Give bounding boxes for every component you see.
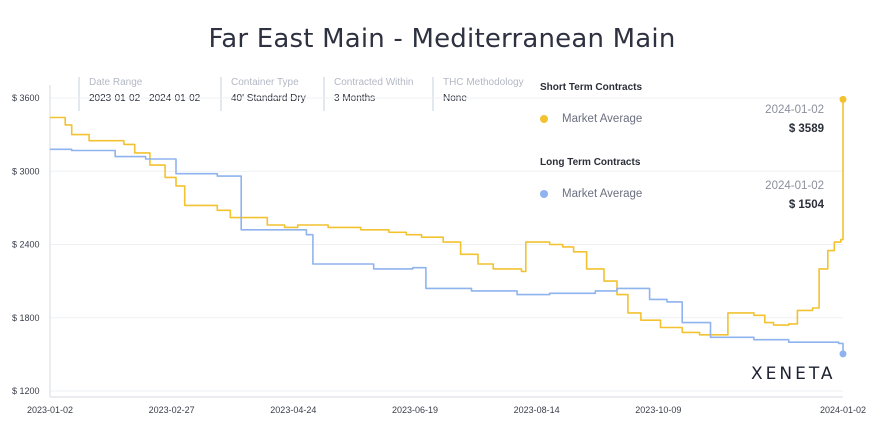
x-axis: 2023-01-02 2023-02-27 2023-04-24 2023-06-19…: [27, 85, 866, 415]
x-tick-label: 2023-10-09: [635, 405, 681, 415]
y-tick-label: $ 2400: [12, 240, 40, 250]
series-group: [50, 95, 847, 358]
short-term-end-point[interactable]: [839, 95, 847, 103]
x-tick-label: 2023-01-02: [27, 405, 73, 415]
y-tick-label: $ 1800: [12, 313, 40, 323]
legend-long-term-heading: Long Term Contracts: [540, 157, 641, 168]
grid: [50, 97, 843, 392]
filter-label: Date Range: [89, 77, 143, 88]
filter-label: Contracted Within: [334, 77, 414, 88]
long-term-dot-icon: [540, 190, 548, 198]
legend-item-label: Market Average: [562, 113, 643, 125]
legend-short-term-heading: Short Term Contracts: [540, 82, 643, 93]
x-tick-label: 2023-04-24: [270, 405, 316, 415]
y-tick-label: $ 1200: [12, 386, 40, 396]
x-tick-label: 2024-01-02: [820, 405, 866, 415]
x-tick-label: 2023-02-27: [149, 405, 195, 415]
y-axis: $ 3600 $ 3000 $ 2400 $ 1800 $ 1200: [12, 93, 40, 396]
long-term-value: $ 1504: [788, 199, 824, 211]
long-term-date: 2024-01-02: [765, 180, 824, 192]
short-term-series-line: [50, 99, 844, 336]
y-tick-label: $ 3600: [12, 93, 40, 103]
legend-item-label: Market Average: [562, 188, 643, 200]
short-term-dot-icon: [540, 115, 548, 123]
filter-label: Container Type: [231, 77, 299, 88]
legend-long-term-item[interactable]: Market Average: [540, 188, 642, 200]
long-term-series-line: [50, 148, 844, 354]
y-tick-label: $ 3000: [12, 166, 40, 176]
chart-title: Far East Main - Mediterranean Main: [208, 24, 676, 54]
legend-short-term-item[interactable]: Market Average: [540, 113, 642, 125]
x-tick-label: 2023-06-19: [392, 405, 438, 415]
short-term-date: 2024-01-02: [765, 104, 824, 116]
x-tick-label: 2023-08-14: [514, 405, 560, 415]
long-term-end-point[interactable]: [839, 350, 847, 358]
short-term-value: $ 3589: [788, 123, 824, 135]
xeneta-logo: XENETA: [751, 364, 836, 384]
filter-label: THC Methodology: [443, 77, 524, 88]
